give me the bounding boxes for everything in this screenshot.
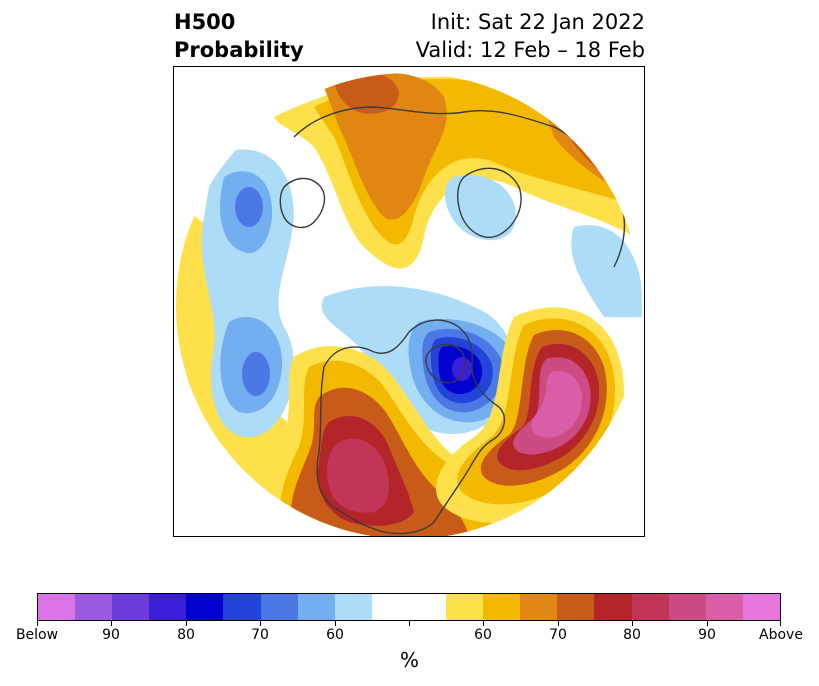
contour-below-west-core1 bbox=[235, 187, 263, 227]
colorbar-tick-label: 90 bbox=[102, 627, 120, 643]
colorbar-unit-label: % bbox=[399, 648, 419, 672]
colorbar-tick bbox=[409, 621, 410, 626]
title-variable: H500 bbox=[174, 10, 236, 34]
colorbar-tick bbox=[780, 621, 781, 626]
colorbar-segment bbox=[557, 594, 595, 620]
contour-below-hudson-peak bbox=[452, 357, 472, 381]
colorbar-tick-label: 60 bbox=[326, 627, 344, 643]
colorbar-tick bbox=[632, 621, 633, 626]
coastline-alaska bbox=[279, 177, 326, 229]
title-product: Probability bbox=[174, 38, 304, 62]
colorbar bbox=[37, 593, 781, 621]
colorbar-tick-label: 70 bbox=[251, 627, 269, 643]
init-date: Init: Sat 22 Jan 2022 bbox=[430, 10, 645, 34]
colorbar-ticks: Below 90 80 70 60 60 70 80 90 Above bbox=[16, 621, 803, 647]
colorbar-tick bbox=[37, 621, 38, 626]
colorbar-segment bbox=[371, 594, 409, 620]
contour-below-greenland bbox=[444, 175, 516, 241]
contour-below-atlantic bbox=[571, 225, 642, 317]
colorbar-tick-label: 80 bbox=[177, 627, 195, 643]
coastline-hudson-bay bbox=[425, 343, 466, 384]
colorbar-segment bbox=[520, 594, 558, 620]
colorbar-tick bbox=[558, 621, 559, 626]
colorbar-tick-label: 80 bbox=[623, 627, 641, 643]
map-panel bbox=[173, 66, 645, 537]
colorbar-segment bbox=[186, 594, 224, 620]
colorbar-tick-label: Above bbox=[759, 627, 803, 643]
colorbar-tick bbox=[335, 621, 336, 626]
contour-above-arctic-80 bbox=[334, 73, 399, 114]
colorbar-tick bbox=[111, 621, 112, 626]
colorbar-tick-label: 60 bbox=[474, 627, 492, 643]
colorbar-segment bbox=[705, 594, 743, 620]
colorbar-segment bbox=[483, 594, 521, 620]
contour-above-conus-90 bbox=[327, 438, 389, 513]
colorbar-segment bbox=[38, 594, 76, 620]
colorbar-tick bbox=[483, 621, 484, 626]
colorbar-tick-label: Below bbox=[15, 627, 59, 643]
colorbar-tick-label: 70 bbox=[549, 627, 567, 643]
coastline-greenland bbox=[457, 167, 522, 238]
colorbar-segment bbox=[668, 594, 706, 620]
colorbar-segment bbox=[260, 594, 298, 620]
colorbar-segment bbox=[742, 594, 780, 620]
probability-map bbox=[176, 73, 642, 536]
colorbar-tick bbox=[707, 621, 708, 626]
colorbar-segment bbox=[594, 594, 632, 620]
contour-above-atlantic-core bbox=[531, 371, 582, 438]
colorbar-segment bbox=[149, 594, 187, 620]
colorbar-tick bbox=[260, 621, 261, 626]
colorbar-segment bbox=[297, 594, 335, 620]
chart-title: H500 Probability bbox=[174, 8, 304, 64]
colorbar-segment bbox=[408, 594, 447, 620]
colorbar-tick-label: 90 bbox=[698, 627, 716, 643]
colorbar-tick bbox=[186, 621, 187, 626]
colorbar-segment bbox=[112, 594, 150, 620]
colorbar-segment bbox=[334, 594, 372, 620]
chart-dates: Init: Sat 22 Jan 2022 Valid: 12 Feb – 18… bbox=[416, 8, 645, 64]
valid-range: Valid: 12 Feb – 18 Feb bbox=[415, 38, 645, 62]
colorbar-segment bbox=[223, 594, 261, 620]
coastline-north-america bbox=[316, 319, 506, 535]
colorbar-segment bbox=[75, 594, 113, 620]
colorbar-segment bbox=[631, 594, 669, 620]
colorbar-segment bbox=[446, 594, 484, 620]
contour-below-west-core2 bbox=[242, 352, 270, 396]
